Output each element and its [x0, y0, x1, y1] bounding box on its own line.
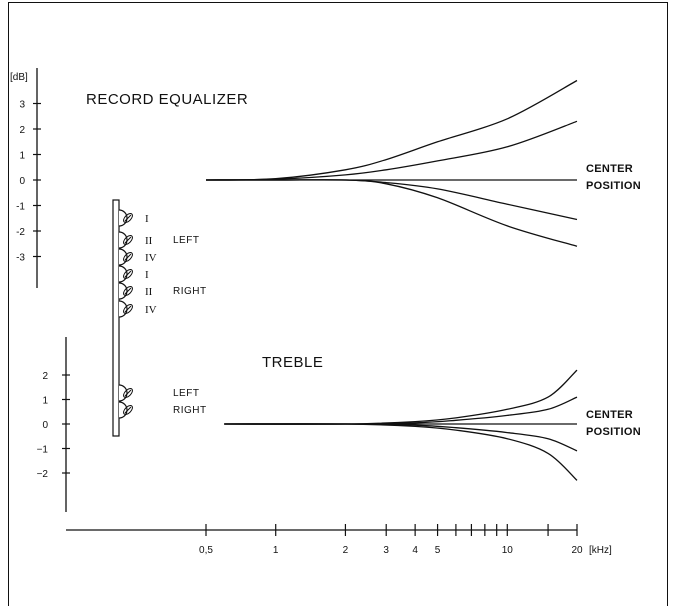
page-frame: [8, 2, 668, 606]
treble-y-tick-label: −2: [37, 469, 49, 480]
knob-label: I: [145, 269, 149, 281]
eq-curve: [205, 120, 578, 181]
knob-label: IV: [145, 304, 157, 316]
eq-y-tick-label: 3: [19, 100, 25, 111]
eq-y-tick-label: 1: [19, 151, 25, 162]
knob-icon: [118, 248, 133, 266]
eq-y-tick-label: 0: [19, 176, 25, 187]
eq-y-tick-label: 2: [19, 125, 25, 136]
treble-curve: [224, 369, 578, 425]
treble-curve: [224, 423, 578, 481]
x-tick-label: 2: [343, 545, 349, 556]
knob-label: IV: [145, 252, 157, 264]
eq-y-tick-label: -2: [16, 227, 25, 238]
eq-right-label: RIGHT: [173, 286, 207, 297]
eq-curve: [205, 79, 578, 181]
eq-title: RECORD EQUALIZER: [86, 91, 248, 108]
knob-icon: [118, 282, 133, 300]
knob-icon: [118, 300, 133, 318]
treble-curve: [224, 423, 578, 452]
eq-center-label-2: POSITION: [586, 180, 641, 192]
knob-label: II: [145, 286, 153, 298]
eq-y-tick-label: -3: [16, 253, 25, 264]
x-tick-label: 3: [383, 545, 389, 556]
eq-y-tick-label: -1: [16, 202, 25, 213]
x-tick-label: 4: [412, 545, 418, 556]
treble-y-tick-label: 0: [42, 420, 48, 431]
treble-curve: [224, 396, 578, 425]
control-strip: [112, 199, 120, 437]
eq-curve: [206, 179, 578, 247]
eq-curves: [205, 79, 578, 247]
treble-curves: [224, 369, 578, 481]
treble-center-label-2: POSITION: [586, 426, 641, 438]
knob-icon: [118, 209, 133, 227]
x-tick-label: 10: [502, 545, 514, 556]
knob-icon: [118, 401, 133, 419]
x-tick-label: 20: [571, 545, 583, 556]
x-tick-label: 5: [435, 545, 441, 556]
treble-right-label: RIGHT: [173, 405, 207, 416]
treble-left-label: LEFT: [173, 388, 199, 399]
eq-y-ticks: 3 2 1 0 -1 -2 -3: [16, 100, 41, 264]
knob-label: II: [145, 235, 153, 247]
eq-y-unit-label: [dB]: [10, 72, 28, 83]
knob-icon: [118, 231, 133, 249]
eq-left-label: LEFT: [173, 235, 199, 246]
x-tick-label: 0,5: [199, 545, 213, 556]
x-ticks: 0,5 1 2 3 4 5 10 20: [199, 524, 583, 556]
x-unit-label: [kHz]: [589, 545, 612, 556]
x-tick-label: 1: [273, 545, 279, 556]
knob-icon: [118, 265, 133, 283]
treble-y-tick-label: 2: [42, 371, 48, 382]
treble-y-tick-label: 1: [42, 396, 48, 407]
knob-label: I: [145, 213, 149, 225]
eq-curve: [206, 179, 578, 221]
knob-icon: [118, 384, 133, 402]
eq-center-label-1: CENTER: [586, 163, 633, 175]
treble-y-ticks: 2 1 0 −1 −2: [37, 371, 70, 480]
treble-y-tick-label: −1: [37, 445, 49, 456]
treble-title: TREBLE: [262, 354, 323, 371]
treble-center-label-1: CENTER: [586, 409, 633, 421]
